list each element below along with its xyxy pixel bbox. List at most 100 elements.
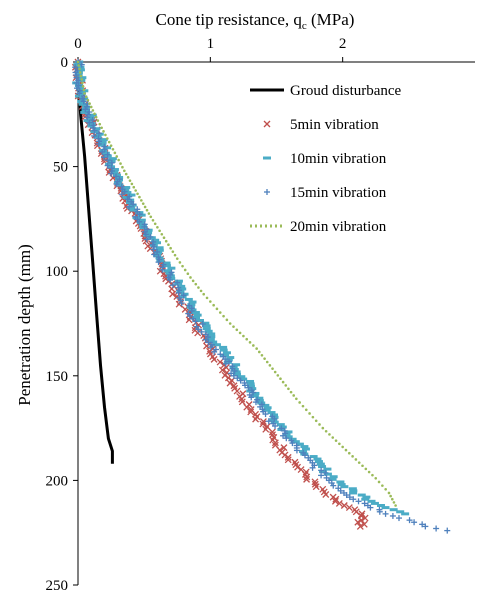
data-point [186,272,190,276]
data-point [328,433,331,436]
data-point [180,292,187,299]
data-point [364,467,368,471]
data-point [86,119,93,126]
data-point [322,491,330,498]
data-point [268,364,272,367]
data-point [295,397,298,401]
data-point [346,494,353,501]
data-point [262,411,269,418]
data-point [93,112,96,116]
data-point [86,98,90,102]
data-point [153,222,157,226]
data-point [212,303,215,307]
data-point [107,140,111,144]
data-point [175,257,179,260]
data-point [128,179,132,182]
data-point [173,253,177,257]
data-point [136,192,139,196]
data-point [192,318,199,325]
x-axis-title-unit: (MPa) [307,10,355,29]
data-point [318,467,325,474]
data-point [294,463,302,471]
legend-marker [263,120,271,128]
data-point [91,109,95,112]
data-point [130,201,137,208]
data-point [123,169,126,173]
data-point [387,491,391,495]
data-point [210,355,218,363]
data-point [84,95,88,99]
data-point [309,464,316,471]
data-point [100,126,103,130]
data-point [194,329,202,337]
data-point [81,81,84,85]
data-point [99,148,106,155]
data-point [197,286,200,289]
data-point [136,211,143,218]
data-point [331,436,335,439]
data-point [371,473,374,477]
data-point [169,246,172,250]
data-point [390,497,394,501]
data-point [191,279,195,283]
data-point [259,420,267,428]
series-2 [72,60,410,516]
data-point [142,231,149,238]
data-point [209,300,212,303]
data-point [164,239,168,243]
data-point [183,268,187,272]
data-point [222,314,225,318]
data-point [389,512,396,519]
data-point [102,130,105,133]
data-point [248,341,252,344]
data-point [265,360,269,364]
data-point [101,146,108,153]
data-point [230,372,237,379]
x-axis-title-main: Cone tip resistance, q [156,10,303,29]
data-point [181,264,184,268]
y-tick-label: 0 [61,55,69,71]
data-point [174,279,181,286]
series-line [77,91,114,464]
data-point [85,111,92,118]
data-point [377,480,381,484]
data-point [352,508,360,516]
data-point [109,167,116,174]
data-point [355,498,362,505]
data-point [238,331,242,335]
data-point [78,67,81,71]
data-point [76,90,83,97]
data-point [231,368,238,375]
data-point [242,334,245,338]
data-point [178,300,185,307]
data-point [119,162,122,165]
legend-label: 15min vibration [290,185,387,201]
data-point [89,105,93,109]
legend-marker [264,189,270,195]
data-point [238,398,246,406]
data-point [199,289,203,293]
data-point [138,195,141,199]
data-point [113,151,117,155]
data-point [374,477,378,480]
data-point [389,494,392,498]
data-point [82,106,89,113]
data-point [104,162,111,169]
data-point [321,426,325,430]
data-point [324,429,328,433]
data-point [308,412,311,415]
data-point [271,439,279,447]
x-tick-label: 0 [74,36,82,52]
data-point [252,399,259,406]
data-point [218,311,222,314]
data-point [143,205,147,209]
data-point [394,504,397,507]
legend-key [264,189,270,195]
data-point [228,322,232,325]
data-point [303,473,311,481]
data-point [217,351,224,358]
data-point [281,380,285,384]
data-point [303,475,311,483]
data-point [149,215,153,219]
